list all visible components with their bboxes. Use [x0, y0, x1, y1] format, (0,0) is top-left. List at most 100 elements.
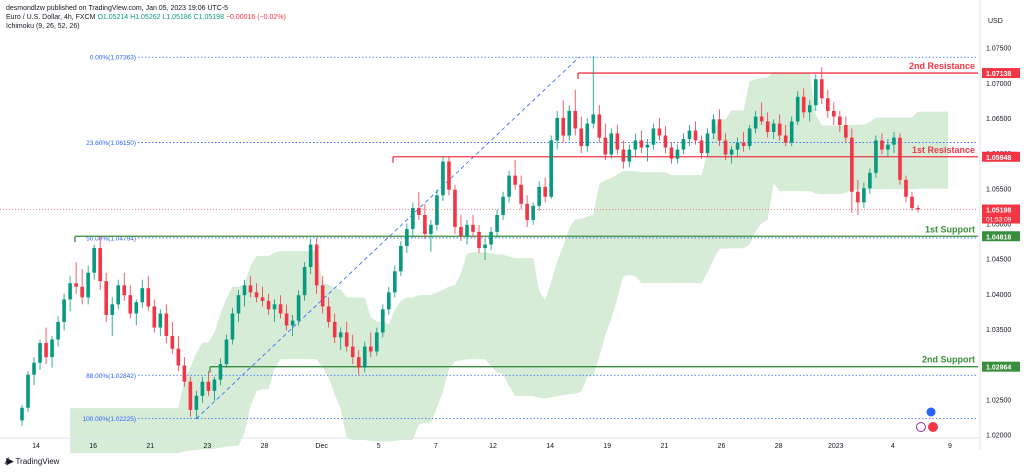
candle-body — [194, 395, 199, 410]
candle-body — [705, 133, 710, 154]
candle-body — [92, 248, 96, 273]
candle — [639, 130, 644, 154]
candle-body — [765, 121, 770, 132]
x-tick-label: 26 — [718, 443, 726, 450]
candle — [212, 376, 217, 401]
candle-body — [681, 139, 686, 150]
candle-body — [819, 79, 824, 99]
candle-body — [711, 119, 716, 134]
price-axis: 1.075001.070001.065001.060001.055001.050… — [979, 0, 1011, 450]
candle-body — [723, 140, 728, 155]
candle-body — [645, 144, 650, 148]
candle-body — [296, 295, 301, 321]
candle — [892, 132, 896, 154]
candle — [880, 133, 884, 155]
candle — [573, 89, 578, 136]
candle — [567, 105, 572, 141]
candle — [374, 327, 379, 356]
indicator-legend[interactable]: Ichimoku (9, 26, 52, 26) — [6, 23, 80, 30]
candle-body — [621, 149, 626, 162]
candle — [693, 121, 698, 145]
candle-body — [242, 285, 247, 296]
candle-body — [651, 128, 656, 145]
level-name: 1st Resistance — [912, 145, 975, 155]
candle-body — [441, 161, 445, 196]
candle-body — [807, 105, 812, 113]
candle-body — [543, 186, 547, 197]
candle — [44, 327, 48, 365]
candle-body — [561, 117, 566, 136]
candle — [795, 91, 800, 125]
fib-trendline — [196, 56, 580, 419]
price-tag-label: 1.05948 — [986, 155, 1011, 162]
candle — [128, 285, 133, 319]
candle-body — [741, 142, 746, 147]
candle-body — [38, 343, 42, 363]
candle-body — [218, 364, 223, 380]
candle-body — [399, 245, 403, 272]
candle-body — [777, 123, 782, 136]
candle — [789, 116, 794, 147]
candle-body — [585, 123, 590, 147]
candle-body — [116, 285, 121, 305]
candle — [308, 238, 313, 275]
candle-body — [447, 161, 451, 190]
candle-body — [850, 137, 854, 192]
x-tick-label: 9 — [948, 443, 952, 450]
candle-body — [868, 172, 872, 189]
candle — [513, 160, 517, 190]
candle-body — [844, 124, 848, 138]
candle — [483, 238, 487, 261]
candle-body — [832, 110, 836, 117]
candle — [230, 307, 235, 345]
candle-body — [862, 188, 866, 203]
candle-body — [507, 175, 511, 197]
candle — [910, 191, 914, 211]
candle — [477, 224, 481, 253]
candle-body — [591, 114, 596, 124]
candle-body — [898, 137, 902, 180]
candle-body — [104, 281, 108, 315]
candle — [459, 215, 463, 242]
candle-body — [771, 123, 776, 132]
price-tag-label: 1.02964 — [986, 365, 1011, 372]
candle — [260, 286, 265, 307]
candle-body — [874, 140, 878, 173]
candle — [904, 175, 908, 203]
candle-body — [471, 224, 475, 232]
candle — [50, 336, 54, 368]
candle — [675, 144, 680, 164]
candle-body — [904, 179, 908, 197]
candle — [447, 156, 451, 196]
candle — [104, 272, 108, 322]
candle-body — [549, 140, 553, 197]
candle — [429, 219, 433, 252]
candle — [844, 116, 848, 143]
candle — [98, 236, 102, 291]
candle — [326, 297, 331, 328]
candle — [537, 181, 541, 211]
candle-body — [669, 147, 674, 159]
last-price-tag-bg — [982, 204, 1020, 224]
candle — [507, 170, 511, 203]
candle — [284, 304, 289, 331]
candle — [777, 114, 782, 141]
candle-body — [230, 313, 235, 340]
candle-body — [80, 286, 84, 298]
candle-body — [699, 140, 704, 154]
y-tick-label: 1.02000 — [986, 432, 1011, 439]
candle — [747, 124, 752, 150]
candle — [759, 102, 764, 125]
x-tick-label: 2023 — [828, 443, 844, 450]
candle — [248, 276, 253, 298]
candle — [591, 56, 596, 129]
candle-body — [326, 306, 331, 322]
candle-body — [381, 309, 385, 333]
x-tick-label: 14 — [32, 443, 40, 450]
candle-body — [813, 79, 818, 106]
candle-body — [537, 186, 541, 206]
symbol-name[interactable]: Euro / U.S. Dollar, 4h, FXCM — [6, 14, 96, 21]
event-icons — [916, 406, 938, 432]
